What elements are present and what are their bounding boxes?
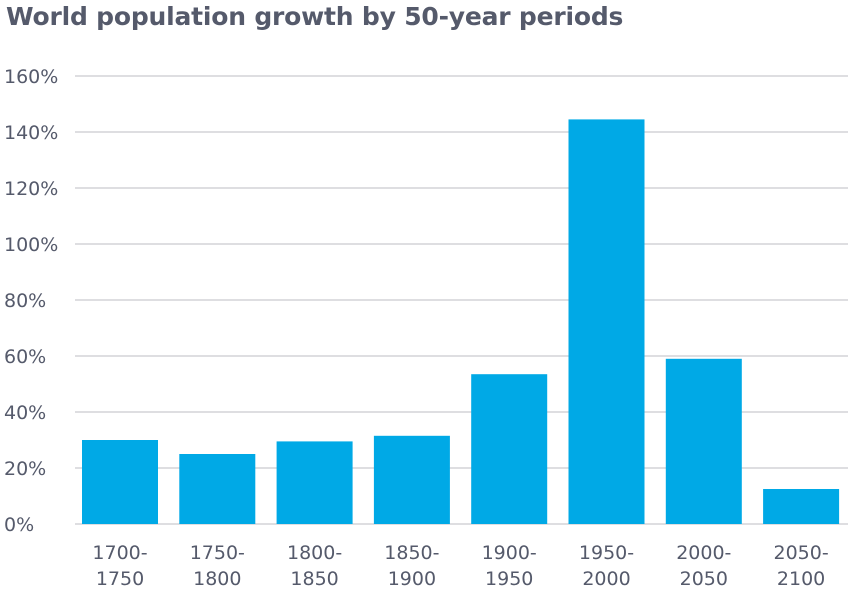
x-tick-label: 1700-: [92, 542, 147, 564]
x-tick-label: 2000-: [676, 542, 731, 564]
x-tick-label: 1950: [485, 568, 533, 590]
chart-title: World population growth by 50-year perio…: [6, 2, 624, 31]
bar: [568, 119, 645, 525]
y-tick-label: 40%: [4, 402, 46, 424]
x-tick-label: 1900-: [482, 542, 537, 564]
bar: [373, 435, 450, 524]
x-tick-label: 1850-: [384, 542, 439, 564]
x-tick-label: 1950-: [579, 542, 634, 564]
y-tick-label: 0%: [4, 514, 34, 536]
bar: [763, 489, 840, 524]
y-tick-label: 60%: [4, 346, 46, 368]
x-tick-label: 1800-: [287, 542, 342, 564]
bar: [665, 358, 742, 524]
x-tick-label: 2050: [680, 568, 728, 590]
y-axis-tick-labels: 0% 20% 40% 60% 80% 100% 120% 140% 160%: [4, 66, 58, 536]
x-tick-label: 1850: [290, 568, 338, 590]
y-tick-label: 120%: [4, 178, 58, 200]
y-tick-label: 80%: [4, 290, 46, 312]
bars: [82, 119, 840, 525]
x-tick-label: 2000: [582, 568, 630, 590]
x-tick-label: 2050-: [773, 542, 828, 564]
y-tick-label: 20%: [4, 458, 46, 480]
x-tick-label: 2100: [777, 568, 825, 590]
bar: [276, 441, 353, 524]
y-tick-label: 100%: [4, 234, 58, 256]
x-axis-tick-labels: 1700- 1750 1750- 1800 1800- 1850 1850- 1900 1900…: [92, 542, 828, 590]
y-tick-label: 160%: [4, 66, 58, 88]
x-tick-label: 1900: [388, 568, 436, 590]
x-tick-label: 1750-: [190, 542, 245, 564]
x-tick-label: 1750: [96, 568, 144, 590]
bar: [82, 440, 158, 524]
y-tick-label: 140%: [4, 122, 58, 144]
bar: [179, 454, 256, 524]
x-tick-label: 1800: [193, 568, 241, 590]
bar: [471, 374, 548, 524]
